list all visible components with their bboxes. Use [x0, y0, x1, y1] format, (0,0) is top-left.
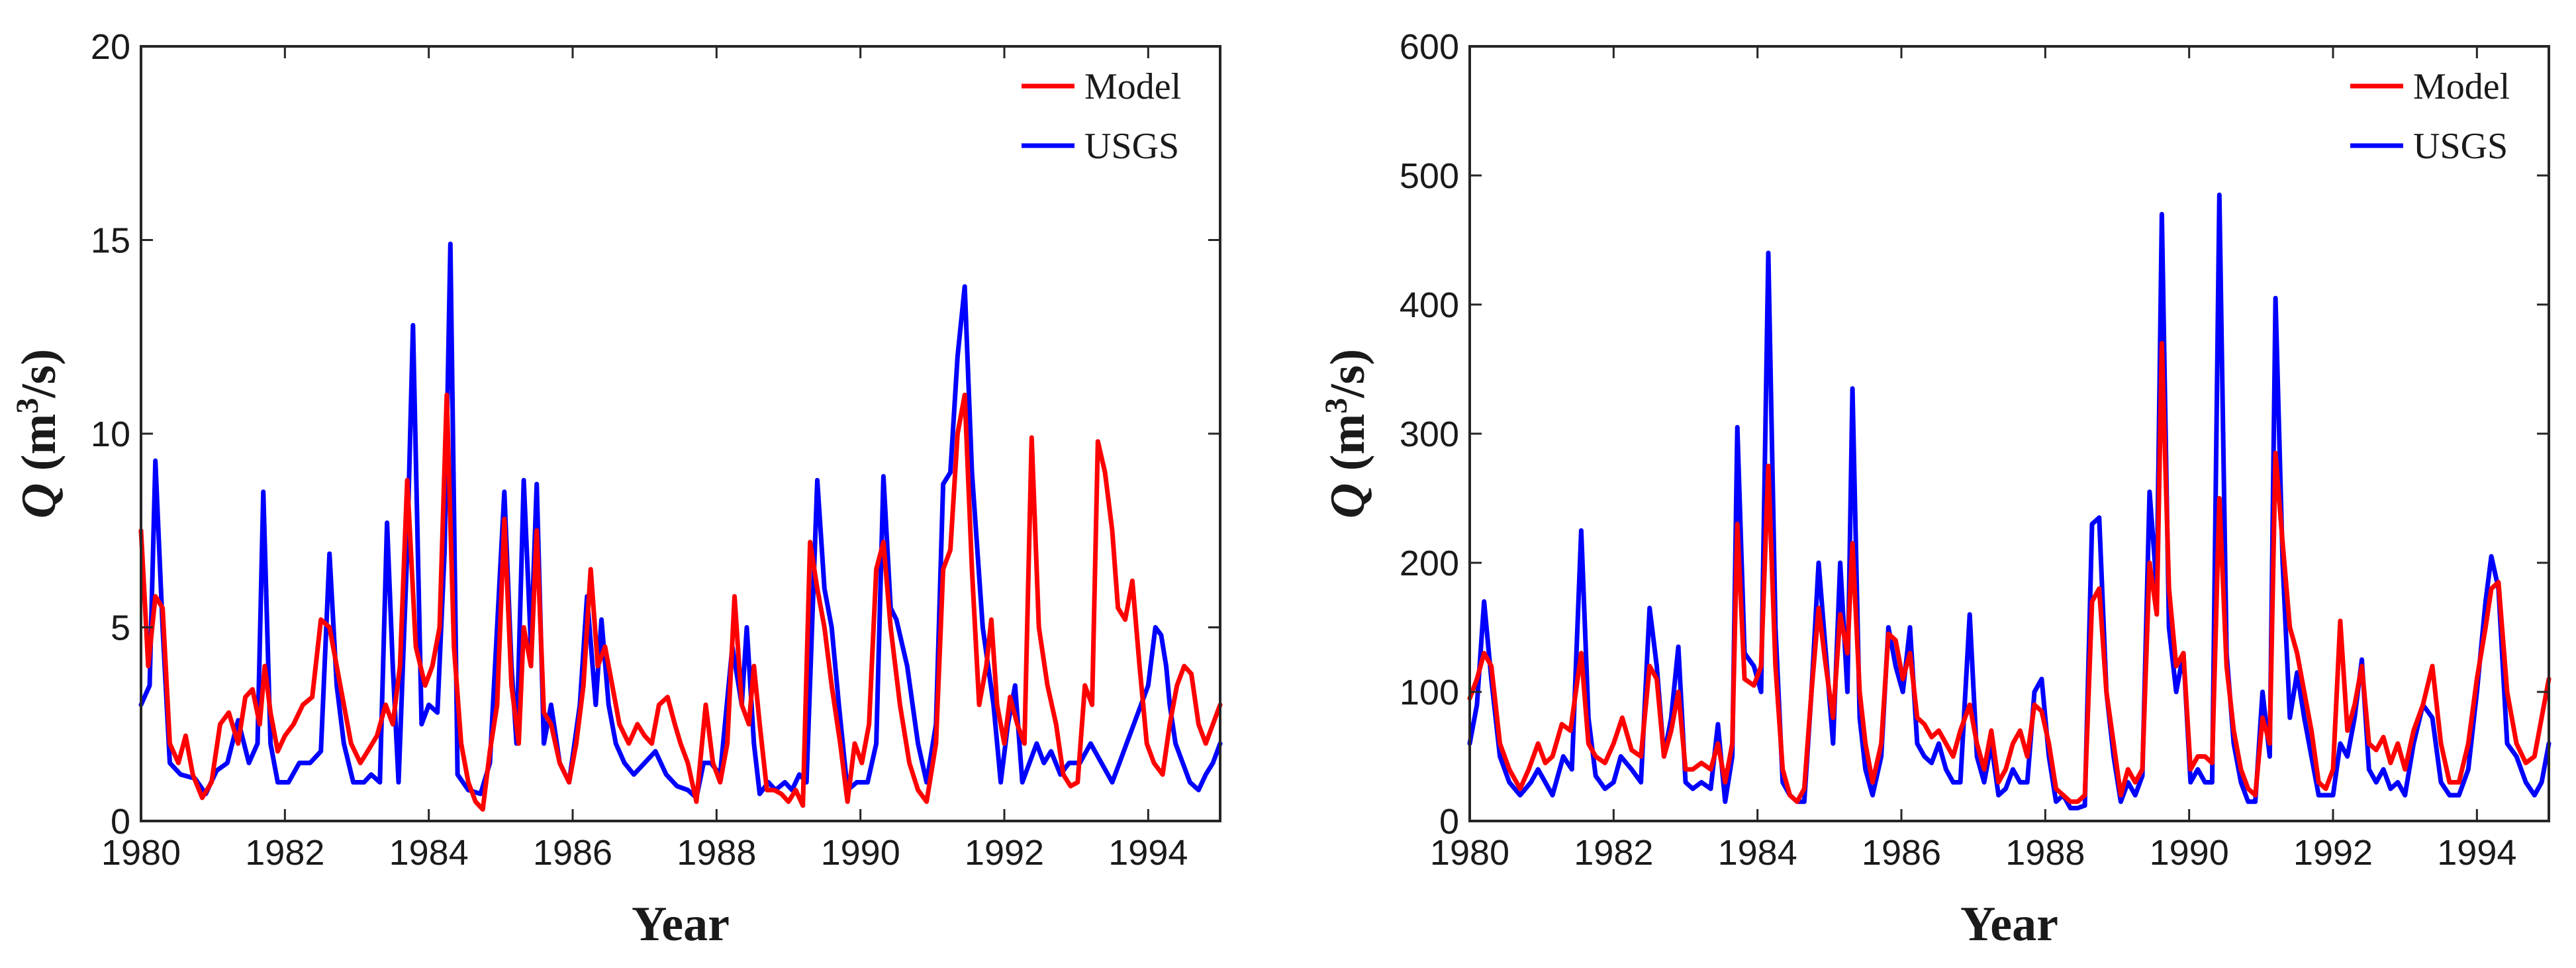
y-axis-label-units: (m	[12, 414, 66, 483]
x-axis-label: Year	[632, 897, 730, 951]
y-tick-label: 0	[1439, 802, 1459, 842]
y-tick-label: 15	[91, 221, 130, 261]
x-tick-label: 1990	[821, 833, 900, 873]
y-axis-label-sup: 3	[10, 398, 45, 414]
x-tick-label: 1984	[389, 833, 469, 873]
legend-label-usgs: USGS	[2413, 126, 2508, 167]
x-tick-label: 1986	[1862, 833, 1941, 873]
legend-label-model: Model	[1084, 66, 1181, 107]
y-tick-label: 300	[1400, 414, 1459, 454]
x-tick-label: 1992	[2293, 833, 2373, 873]
y-tick-label: 200	[1400, 544, 1459, 583]
x-tick-label: 1986	[533, 833, 612, 873]
x-tick-label: 1992	[965, 833, 1044, 873]
y-axis-label-sup: 3	[1319, 398, 1354, 414]
chart-right: 1980 1982 1984 1986 1988 1990 1992 1994 0 100 200 3…	[1319, 27, 2552, 951]
x-tick-label: 1982	[245, 833, 324, 873]
x-tick-label: 1990	[2150, 833, 2229, 873]
y-tick-label: 10	[91, 414, 130, 454]
series-line-model	[1467, 341, 2552, 804]
plot-area	[141, 46, 1220, 821]
series-line-model	[138, 393, 1223, 812]
y-axis-label-tail: /s)	[12, 349, 66, 399]
y-tick-label: 500	[1400, 156, 1459, 196]
legend-label-usgs: USGS	[1084, 126, 1179, 167]
x-tick-label: 1980	[101, 833, 181, 873]
plot-area	[1470, 46, 2549, 821]
x-tick-label: 1988	[2005, 833, 2085, 873]
x-tick-label: 1994	[1108, 833, 1188, 873]
y-axis-label: Q (m3/s)	[1319, 349, 1375, 518]
y-tick-label: 20	[91, 27, 130, 67]
y-axis-label: Q (m3/s)	[10, 349, 66, 518]
legend-label-model: Model	[2413, 66, 2510, 107]
x-tick-label: 1982	[1574, 833, 1653, 873]
x-tick-label: 1980	[1430, 833, 1509, 873]
y-tick-label: 0	[111, 802, 130, 842]
chart-left: 1980 1982 1984 1986 1988 1990 1992 1994 0 5 10 15 20…	[10, 27, 1223, 951]
y-axis-label-var: Q	[1321, 483, 1375, 518]
x-tick-label: 1994	[2437, 833, 2516, 873]
y-axis-label-var: Q	[12, 483, 66, 518]
x-tick-label: 1984	[1718, 833, 1797, 873]
x-axis-label: Year	[1960, 897, 2058, 951]
y-axis-label-units: (m	[1321, 414, 1375, 483]
y-axis-label-tail: /s)	[1321, 349, 1375, 399]
x-tick-label: 1988	[677, 833, 756, 873]
y-tick-label: 100	[1400, 673, 1459, 712]
y-tick-label: 5	[111, 608, 130, 648]
y-tick-label: 600	[1400, 27, 1459, 67]
y-tick-label: 400	[1400, 285, 1459, 325]
